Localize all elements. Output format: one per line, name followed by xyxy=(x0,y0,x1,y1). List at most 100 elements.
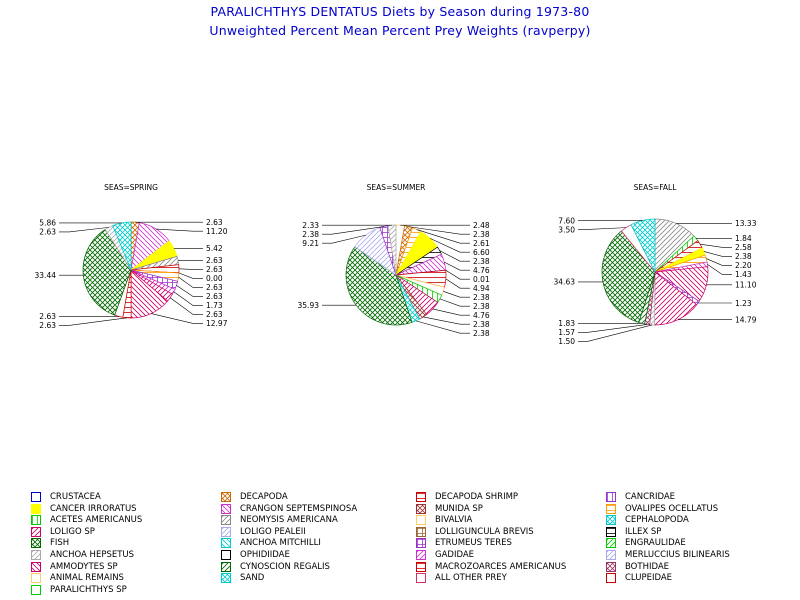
legend-label: ACETES AMERICANUS xyxy=(50,515,143,526)
leader-line xyxy=(578,324,653,342)
legend-label: SAND xyxy=(240,573,265,584)
slice-value-label: 4.76 xyxy=(473,266,490,275)
slice-value-label: 7.60 xyxy=(558,216,575,225)
legend-label: NEOMYSIS AMERICANA xyxy=(240,515,338,526)
leader-line xyxy=(578,227,627,230)
legend-label: GADIDAE xyxy=(435,550,475,560)
pie-slice-pattern xyxy=(396,275,442,303)
legend-label: CRANGON SEPTEMSPINOSA xyxy=(240,503,358,514)
pie-slice-pattern xyxy=(396,270,446,288)
legend-label: BIVALVIA xyxy=(435,515,473,526)
legend-swatch xyxy=(221,550,231,560)
legend-swatch xyxy=(31,526,41,537)
pie-slice-outline xyxy=(601,230,656,323)
legend-swatch xyxy=(416,573,426,584)
slice-value-label: 2.63 xyxy=(206,310,223,319)
leader-line xyxy=(415,320,470,334)
pie-slice-pattern xyxy=(655,219,694,272)
legend-label: CEPHALOPODA xyxy=(625,515,689,526)
pie-slice-pattern xyxy=(131,222,170,270)
leader-line xyxy=(703,251,732,257)
pie-slice-outline xyxy=(345,246,413,326)
slice-value-label: 6.60 xyxy=(473,248,490,257)
legend-label: DECAPODA SHRIMP xyxy=(435,492,519,502)
slice-value-label: 2.63 xyxy=(206,292,223,301)
pie-chart-seas-fall: SEAS=FALL 13.33 1.842.582.382.201.43 11.10 1… xyxy=(554,183,757,346)
legend-label: ALL OTHER PREY xyxy=(435,573,507,584)
slice-value-label: 2.63 xyxy=(39,321,56,330)
slice-value-label: 3.50 xyxy=(558,225,575,234)
legend-swatch xyxy=(221,573,231,584)
legend-label: LOLIGO PEALEII xyxy=(240,526,306,537)
legend-label: MACROZOARCES AMERICANUS xyxy=(435,561,567,572)
pie-slice-outline xyxy=(630,218,656,273)
slice-value-label: 2.63 xyxy=(206,256,223,265)
pie-slice-pattern xyxy=(655,240,703,272)
slice-value-label: 2.38 xyxy=(473,302,490,311)
legend-swatch xyxy=(221,503,231,514)
leader-line xyxy=(578,324,648,333)
slice-value-label: 5.86 xyxy=(39,219,56,228)
legend-swatch xyxy=(416,526,426,537)
leader-line xyxy=(439,298,470,307)
legend: CRUSTACEA DECAPODA DECAPODA SHRIMP CANCRIDA… xyxy=(30,491,790,599)
slice-value-label: 2.38 xyxy=(473,257,490,266)
slice-value-label: 35.93 xyxy=(298,301,320,310)
legend-label: CANCRIDAE xyxy=(625,492,676,502)
legend-swatch xyxy=(416,561,426,572)
legend-swatch xyxy=(31,584,41,595)
slice-value-label: 4.76 xyxy=(473,311,490,320)
slice-value-label: 2.63 xyxy=(39,312,56,321)
leader-line xyxy=(706,258,732,266)
legend-label: PARALICHTHYS SP xyxy=(50,584,127,595)
slice-value-label: 2.38 xyxy=(473,293,490,302)
legend-label: LOLIGO SP xyxy=(50,526,95,537)
legend-swatch xyxy=(31,573,41,584)
legend-swatch xyxy=(416,538,426,549)
pie-slice-pattern xyxy=(396,247,442,275)
legend-label: FISH xyxy=(50,538,70,549)
legend-swatch xyxy=(606,503,616,514)
chart-subtitle: Unweighted Percent Mean Percent Prey Wei… xyxy=(209,23,591,38)
pie-slice-pattern xyxy=(396,275,438,315)
pie-slice xyxy=(396,231,438,275)
slice-value-label: 12.97 xyxy=(206,319,228,328)
legend-swatch xyxy=(416,503,426,514)
pie-slice-pattern xyxy=(354,227,396,275)
pie-slice-pattern xyxy=(105,225,131,270)
pie-charts-canvas: SEAS=SPRING2.6311.205.422.632.630.002.63… xyxy=(35,183,757,346)
pie-chart-seas-spring: SEAS=SPRING2.6311.205.422.632.630.002.63… xyxy=(35,183,228,330)
leader-line xyxy=(59,227,109,233)
leader-line xyxy=(429,238,470,253)
slice-value-label: 11.20 xyxy=(206,227,228,236)
slice-value-label: 9.21 xyxy=(302,239,319,248)
slice-value-label: 2.20 xyxy=(735,261,752,270)
pie-chart-seas-summer: SEAS=SUMMER2.482.382.616.602.384.760.014… xyxy=(298,183,490,338)
leader-line xyxy=(432,308,470,316)
slice-value-label: 2.63 xyxy=(206,265,223,274)
legend-label: CYNOSCION REGALIS xyxy=(240,561,330,572)
legend-swatch xyxy=(606,538,616,549)
pie-slice-pattern xyxy=(602,231,655,323)
legend-swatch xyxy=(221,561,231,572)
legend-label: ETRUMEUS TERES xyxy=(435,538,512,549)
legend-label: CANCER IRRORATUS xyxy=(50,503,137,514)
slice-value-label: 2.63 xyxy=(39,228,56,237)
pie-slice-outline xyxy=(82,228,132,316)
legend-label: OVALIPES OCELLATUS xyxy=(625,503,719,514)
pie-slice-pattern xyxy=(630,219,655,272)
leader-line xyxy=(423,316,470,325)
legend-swatch xyxy=(606,515,616,526)
pie-slice-pattern xyxy=(396,254,446,275)
legend-label: BOTHIDAE xyxy=(625,561,670,572)
legend-swatch xyxy=(221,526,231,537)
slice-value-label: 33.44 xyxy=(35,271,57,280)
legend-label: OPHIDIIDAE xyxy=(240,550,290,560)
leader-line xyxy=(176,285,203,297)
pie-slice-pattern xyxy=(655,272,700,305)
legend-label: LOLLIGUNCULA BREVIS xyxy=(435,526,534,537)
slice-value-label: 34.63 xyxy=(554,278,576,287)
legend-label: AMMODYTES SP xyxy=(50,561,118,572)
leader-line xyxy=(439,250,470,262)
pie-slice-pattern xyxy=(396,275,427,320)
